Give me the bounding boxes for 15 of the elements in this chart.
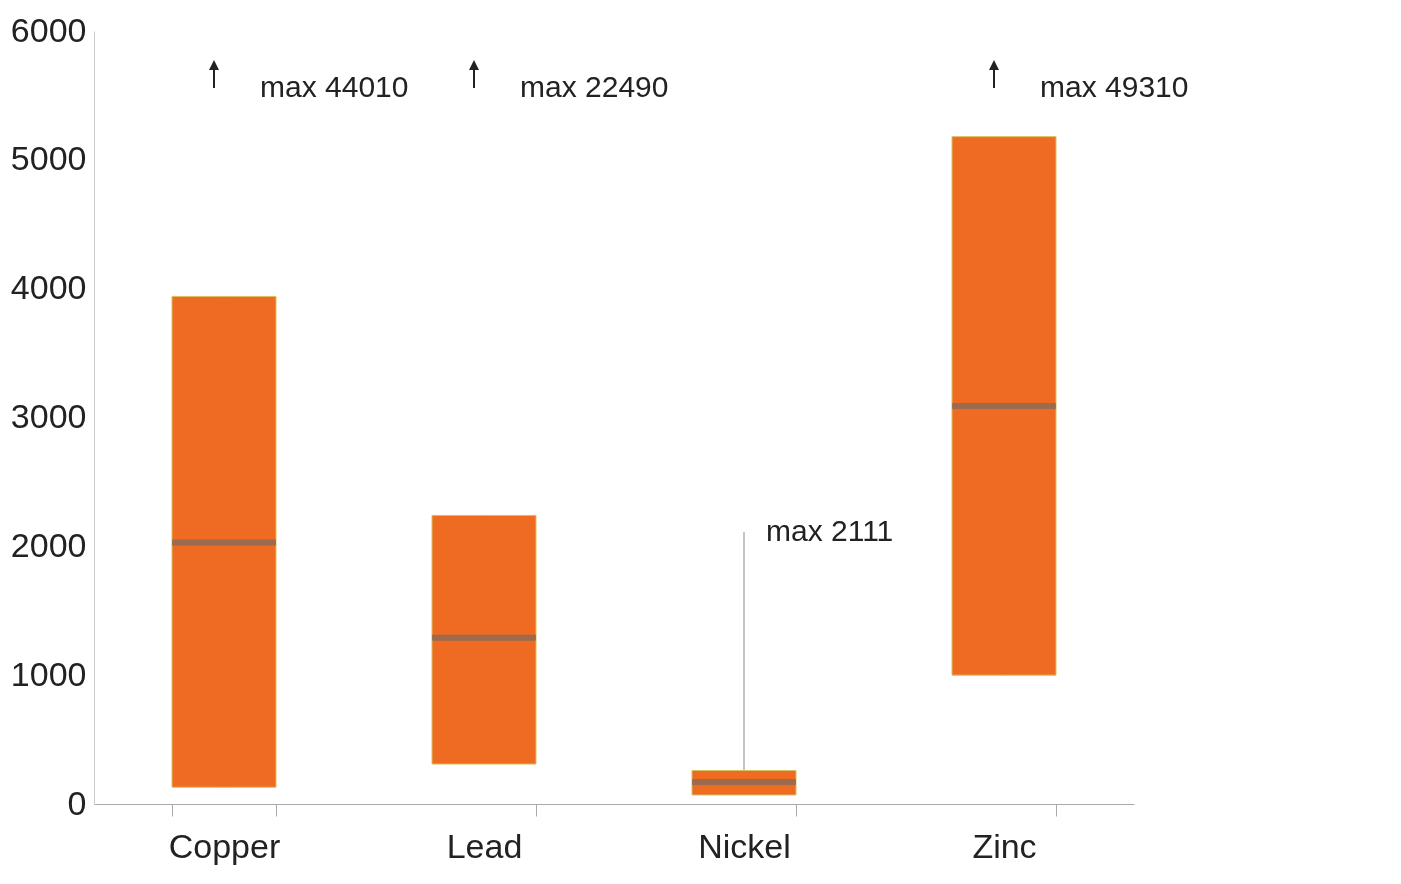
y-tick-label: 3000: [10, 397, 87, 435]
y-tick-label: 1000: [10, 654, 87, 693]
annotation: max 2111: [766, 514, 894, 548]
y-tick-label: 5000: [10, 139, 87, 178]
y-tick-label: 2000: [10, 525, 87, 564]
annotation: max 22490: [520, 70, 669, 103]
annotation: max 49310: [1040, 70, 1189, 103]
x-tick-label: Nickel: [698, 826, 791, 865]
x-tick-label: Zinc: [972, 826, 1037, 865]
x-tick-label: Copper: [168, 826, 281, 865]
annotation: max 44010: [260, 70, 409, 103]
y-tick-label: 4000: [10, 268, 87, 307]
x-tick-label: Lead: [446, 826, 523, 865]
y-tick-label: 0: [67, 783, 87, 822]
y-tick-label: 6000: [10, 10, 87, 49]
